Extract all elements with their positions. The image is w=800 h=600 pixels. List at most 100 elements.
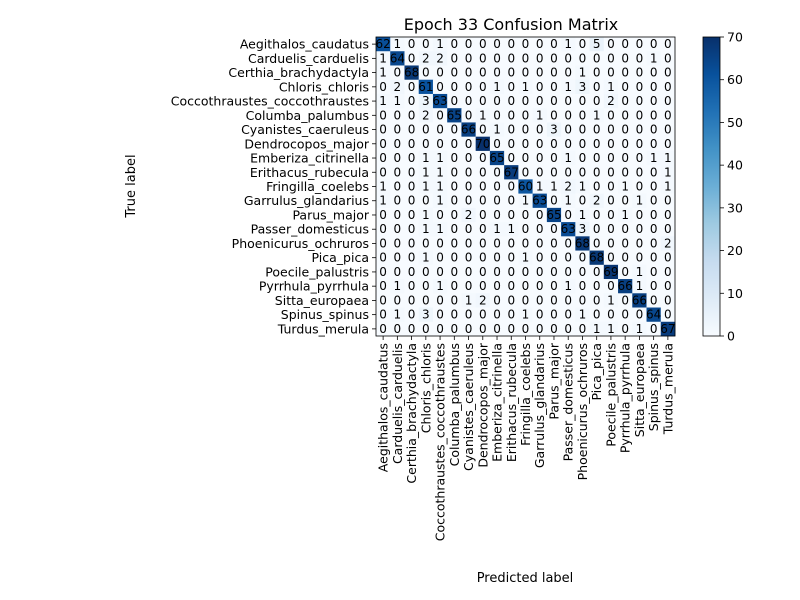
- cell-value-label: 0: [522, 123, 530, 137]
- matrix-cell: [518, 122, 533, 137]
- cell-value-label: 3: [422, 94, 430, 108]
- matrix-cell: [447, 79, 462, 95]
- cell-value-label: 0: [394, 180, 402, 194]
- matrix-cell: [646, 279, 662, 294]
- cell-value-label: 0: [579, 165, 587, 179]
- matrix-cell: [561, 136, 576, 152]
- matrix-cell: [376, 250, 391, 266]
- cell-value-label: 0: [379, 251, 387, 265]
- cell-value-label: 0: [422, 123, 430, 137]
- matrix-cell: [518, 37, 533, 52]
- matrix-cell: [646, 93, 662, 109]
- y-tick-label: Parus_major: [292, 207, 369, 222]
- cell-value-label: 0: [465, 94, 473, 108]
- cell-value-label: 66: [618, 279, 633, 293]
- matrix-cell: [561, 165, 576, 180]
- matrix-cell: [390, 51, 405, 66]
- x-tick-label: Fringilla_coelebs: [518, 343, 533, 446]
- matrix-cell: [404, 150, 420, 166]
- matrix-cell: [646, 179, 662, 194]
- matrix-cell: [390, 65, 405, 81]
- matrix-cell: [376, 207, 391, 223]
- cell-value-label: 0: [607, 37, 615, 51]
- cell-value-label: 0: [636, 222, 644, 236]
- matrix-cell: [532, 293, 548, 308]
- matrix-cell: [618, 136, 633, 152]
- cell-value-label: 0: [593, 94, 601, 108]
- matrix-cell: [432, 279, 448, 294]
- cell-value-label: 0: [493, 194, 501, 208]
- matrix-cell: [532, 193, 548, 209]
- matrix-cell: [603, 293, 619, 308]
- y-tick-label: Aegithalos_caudatus: [240, 37, 369, 52]
- cell-value-label: 0: [636, 180, 644, 194]
- matrix-cell: [404, 264, 420, 280]
- matrix-cell: [518, 264, 533, 280]
- matrix-cell: [632, 293, 647, 308]
- matrix-cell: [376, 193, 391, 209]
- matrix-cell: [447, 136, 462, 152]
- matrix-cell: [618, 222, 633, 237]
- cell-value-label: 0: [408, 180, 416, 194]
- matrix-cell: [646, 236, 662, 251]
- cell-value-label: 0: [621, 293, 629, 307]
- cell-value-label: 0: [479, 123, 487, 137]
- cell-value-label: 0: [479, 251, 487, 265]
- cell-value-label: 0: [621, 94, 629, 108]
- cell-value-label: 0: [650, 293, 658, 307]
- matrix-cell: [475, 193, 491, 209]
- matrix-cell: [603, 122, 619, 137]
- matrix-cell: [589, 79, 605, 95]
- x-tick-label: Carduelis_carduelis: [390, 343, 405, 464]
- matrix-cell: [432, 307, 448, 323]
- matrix-cell: [575, 222, 590, 237]
- cell-value-label: 0: [465, 108, 473, 122]
- x-tick-label: Pica_pica: [589, 343, 604, 400]
- matrix-cell: [532, 79, 548, 95]
- matrix-cell: [475, 65, 491, 81]
- matrix-cell: [603, 79, 619, 95]
- cell-value-label: 0: [550, 94, 558, 108]
- matrix-cell: [432, 79, 448, 95]
- cell-value-label: 0: [507, 180, 515, 194]
- cell-value-label: 0: [550, 80, 558, 94]
- matrix-cell: [432, 222, 448, 237]
- matrix-cell: [418, 222, 434, 237]
- cell-value-label: 70: [475, 137, 490, 151]
- matrix-cell: [575, 108, 590, 123]
- cell-value-label: 0: [579, 322, 587, 336]
- cell-value-label: 0: [607, 236, 615, 250]
- matrix-cell: [504, 222, 519, 237]
- matrix-cell: [603, 207, 619, 223]
- matrix-cell: [461, 136, 476, 152]
- cell-value-label: 0: [636, 80, 644, 94]
- y-tick-label: Fringilla_coelebs: [266, 179, 369, 194]
- cell-value-label: 0: [550, 66, 558, 80]
- cell-value-label: 0: [436, 208, 444, 222]
- y-tick-labels: Aegithalos_caudatusCarduelis_carduelisCe…: [171, 37, 376, 336]
- cell-value-label: 1: [422, 208, 430, 222]
- matrix-cell: [532, 264, 548, 280]
- matrix-cell: [475, 264, 491, 280]
- cell-value-label: 0: [564, 265, 572, 279]
- matrix-cell: [518, 279, 533, 294]
- matrix-cell: [561, 150, 576, 166]
- cell-value-label: 0: [550, 37, 558, 51]
- matrix-cell: [660, 222, 676, 237]
- matrix-cell: [404, 179, 420, 194]
- matrix-cell: [546, 79, 562, 95]
- cell-value-label: 2: [422, 51, 430, 65]
- matrix-cell: [376, 293, 391, 308]
- cell-value-label: 0: [550, 279, 558, 293]
- cell-value-label: 1: [436, 37, 444, 51]
- cell-value-label: 1: [436, 279, 444, 293]
- matrix-cell: [603, 279, 619, 294]
- matrix-cell: [632, 122, 647, 137]
- cell-value-label: 0: [564, 293, 572, 307]
- matrix-cell: [504, 193, 519, 209]
- matrix-cell: [646, 65, 662, 81]
- matrix-cell: [660, 293, 676, 308]
- cell-value-label: 0: [379, 165, 387, 179]
- cell-value-label: 1: [536, 108, 544, 122]
